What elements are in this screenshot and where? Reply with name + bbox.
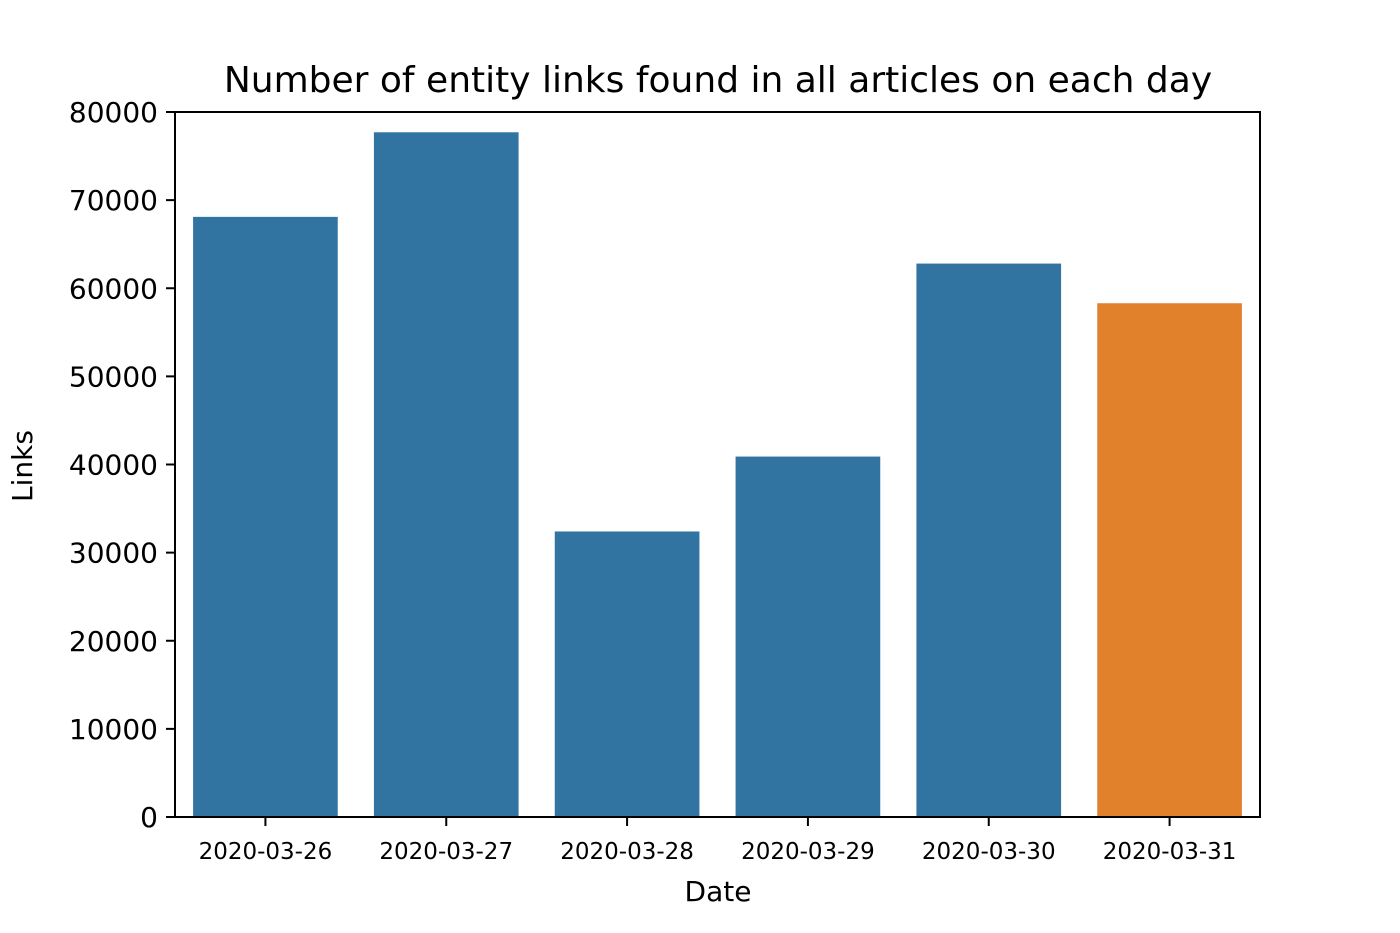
- bar-2020-03-27: [373, 132, 519, 818]
- y-tick-label: 80000: [69, 96, 158, 129]
- x-tick-label: 2020-03-26: [199, 839, 333, 865]
- x-tick-label: 2020-03-28: [560, 839, 694, 865]
- y-tick-label: 50000: [69, 360, 158, 393]
- y-axis-label: Links: [6, 430, 39, 502]
- y-tick-label: 20000: [69, 625, 158, 658]
- y-tick-label: 10000: [69, 713, 158, 746]
- plot-frame: [174, 111, 1261, 818]
- x-tick-label: 2020-03-31: [1103, 839, 1237, 865]
- x-tick-label: 2020-03-27: [379, 839, 513, 865]
- y-tick-label: 70000: [69, 184, 158, 217]
- y-tick-label: 40000: [69, 449, 158, 482]
- chart-title: Number of entity links found in all arti…: [224, 60, 1212, 101]
- y-tick-label: 0: [140, 801, 158, 834]
- bar-2020-03-28: [554, 531, 700, 817]
- y-tick-label: 30000: [69, 537, 158, 570]
- y-axis: 0 10000 20000 30000 40000 50000 60000 70000 8000…: [69, 96, 175, 834]
- y-tick-label: 60000: [69, 272, 158, 305]
- bar-2020-03-29: [735, 456, 881, 817]
- x-tick-label: 2020-03-29: [741, 839, 875, 865]
- x-axis-label: Date: [685, 875, 752, 908]
- bar-2020-03-26: [193, 216, 338, 817]
- x-tick-label: 2020-03-30: [922, 839, 1056, 865]
- bar-2020-03-31: [1097, 303, 1242, 817]
- x-axis: 2020-03-26 2020-03-27 2020-03-28 2020-03-29…: [199, 817, 1237, 865]
- bars-group: [193, 132, 1242, 818]
- bar-2020-03-30: [916, 263, 1062, 817]
